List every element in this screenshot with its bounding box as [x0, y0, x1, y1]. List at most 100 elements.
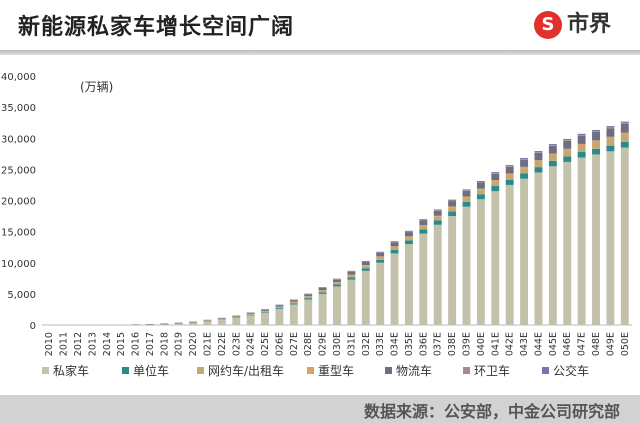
bar-segment — [246, 313, 255, 314]
x-tick-label: 2044E — [533, 332, 544, 356]
bar-segment — [505, 166, 514, 174]
x-tick-label: 2017 — [145, 332, 156, 356]
bar-segment — [462, 189, 471, 191]
legend-item: 公交车 — [542, 362, 589, 378]
bar-segment — [376, 251, 385, 253]
bar-segment — [275, 305, 284, 307]
legend-item: 网约车/出租车 — [197, 362, 284, 378]
x-tick-label: 2020 — [188, 332, 199, 356]
bar-segment — [318, 293, 327, 326]
bar-segment — [404, 230, 413, 232]
bar-segment — [577, 145, 586, 153]
bar-segment — [548, 144, 557, 146]
bar-segment — [592, 140, 600, 142]
x-tick-label: 2046E — [562, 332, 573, 356]
bar-segment — [606, 151, 615, 325]
bar-segment — [606, 136, 615, 139]
y-tick-label: 25,000 — [1, 165, 36, 176]
bar-segment — [520, 158, 529, 160]
x-tick-label: 2033E — [375, 332, 386, 356]
bar-segment — [534, 172, 543, 325]
bar-segment — [261, 309, 269, 310]
bar-segment — [606, 127, 615, 129]
x-tick-label: 2034E — [390, 332, 401, 356]
bar-segment — [534, 167, 543, 173]
bar-segment — [534, 152, 543, 161]
y-tick-label: 0 — [30, 321, 36, 332]
bar-segment — [476, 181, 485, 183]
page-title: 新能源私家车增长空间广阔 — [18, 15, 295, 40]
bar-segment — [462, 197, 471, 202]
bar-segment — [577, 157, 586, 325]
bar-segment — [232, 316, 241, 317]
bar-segment — [361, 260, 370, 262]
stacked-bar-chart: 0 5,000 10,000 15,000 20,000 25,000 30,000 35,0… — [1, 72, 632, 356]
x-tick-label: 2038E — [447, 332, 458, 356]
x-tick-label: 2041E — [490, 332, 501, 356]
bar-segment — [361, 265, 370, 269]
legend-label: 物流车 — [396, 363, 433, 378]
bar-segment — [448, 206, 457, 208]
bar-segment — [520, 178, 529, 325]
bar-segment — [577, 152, 586, 158]
x-tick-label: 2045E — [548, 332, 559, 356]
legend-label: 环卫车 — [474, 363, 511, 378]
bar-segment — [419, 225, 428, 230]
bar-segment — [520, 168, 529, 174]
bar-segment — [520, 159, 529, 160]
bar-segment — [476, 199, 485, 325]
y-tick-label: 15,000 — [1, 228, 36, 239]
bar-segment — [189, 322, 198, 325]
bar-segment — [563, 150, 572, 157]
bar-segment — [505, 173, 514, 175]
source-note: 数据来源：公安部，中金公司研究部 — [363, 402, 620, 421]
bar-segment — [520, 166, 529, 169]
bar-segment — [419, 225, 428, 226]
bar-segment — [462, 201, 471, 207]
shishi-logo-icon: S — [534, 11, 562, 39]
bar-segment — [289, 299, 298, 301]
bar-segment — [491, 172, 500, 174]
bar-segment — [563, 156, 572, 162]
bar-segment — [534, 160, 543, 162]
bar-segment — [390, 250, 399, 254]
bar-segment — [419, 220, 428, 226]
x-tick-label: 2022E — [217, 332, 228, 356]
bar-segment — [592, 154, 600, 325]
bar-segment — [620, 121, 629, 123]
x-tick-label: 2015 — [116, 332, 127, 356]
bar-segment — [620, 141, 629, 148]
x-tick-label: 2049E — [605, 332, 616, 356]
x-tick-label: 2032E — [361, 332, 372, 356]
bar-segment — [476, 194, 485, 200]
x-tick-label: 2042E — [505, 332, 516, 356]
x-tick-label: 2050E — [620, 332, 631, 356]
bar-segment — [620, 122, 629, 124]
bar-segment — [390, 247, 399, 251]
unit-label: (万辆) — [80, 80, 113, 94]
bar-segment — [246, 314, 255, 315]
x-tick-label: 2036E — [418, 332, 429, 356]
bar-segment — [462, 206, 471, 325]
legend-swatch — [542, 366, 549, 374]
bar-segment — [261, 311, 269, 313]
bar-segment — [606, 145, 615, 152]
bar-segment — [433, 216, 442, 221]
bar-segment — [433, 215, 442, 217]
y-tick-label: 40,000 — [1, 72, 36, 83]
legend-item: 环卫车 — [463, 362, 510, 378]
bar-segment — [318, 292, 327, 294]
bar-segment — [419, 219, 428, 221]
bar-segment — [390, 242, 399, 247]
bar-segment — [304, 293, 313, 295]
bar-segment — [606, 126, 615, 128]
bar-stacks — [131, 121, 629, 326]
bar-segment — [361, 268, 370, 271]
bar-segment — [376, 257, 385, 260]
x-tick-label: 2025E — [260, 332, 271, 356]
bar-segment — [361, 265, 370, 266]
bar-segment — [246, 315, 255, 325]
x-tick-label: 2031E — [346, 332, 357, 356]
bar-segment — [404, 236, 413, 238]
bar-segment — [333, 284, 341, 287]
